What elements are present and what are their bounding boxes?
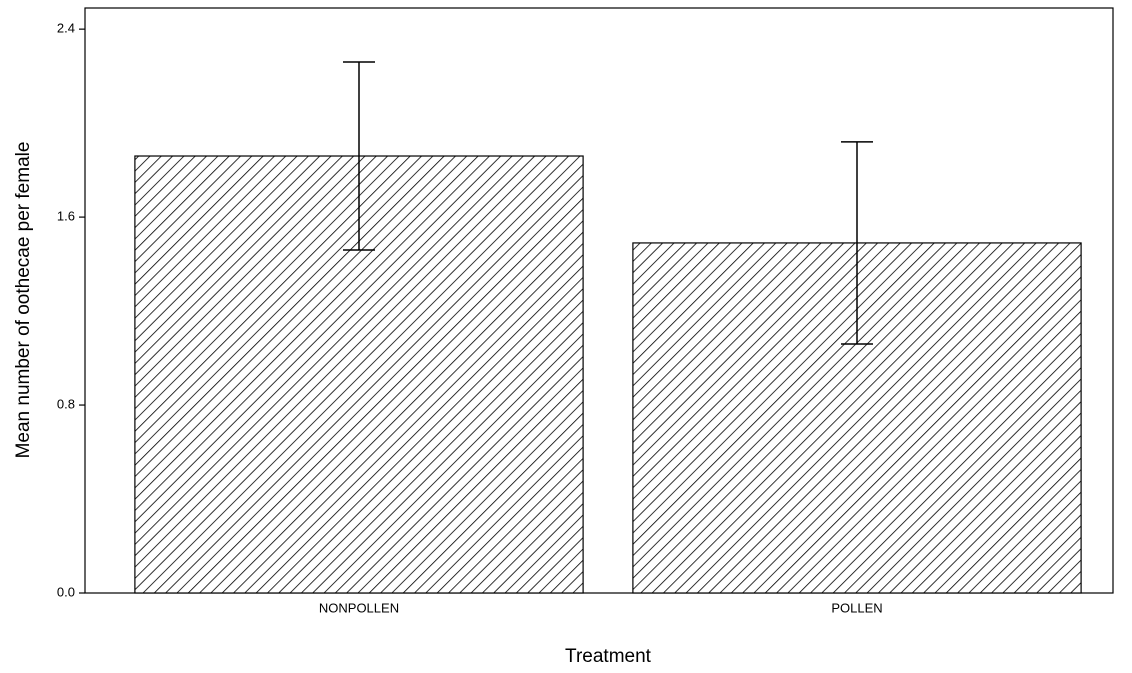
y-axis-label: Mean number of oothecae per female <box>13 142 34 459</box>
error-bar <box>343 61 375 251</box>
x-tick-label: POLLEN <box>831 600 882 615</box>
y-tick-label: 1.6 <box>57 209 75 224</box>
y-tick-label: 2.4 <box>57 21 75 36</box>
x-axis-label: Treatment <box>565 646 652 667</box>
error-bar <box>841 141 873 345</box>
plot-frame <box>84 7 1114 594</box>
y-tick-label: 0.8 <box>57 396 75 411</box>
y-tick-label: 0.0 <box>57 584 75 599</box>
x-tick-label: NONPOLLEN <box>319 600 399 615</box>
